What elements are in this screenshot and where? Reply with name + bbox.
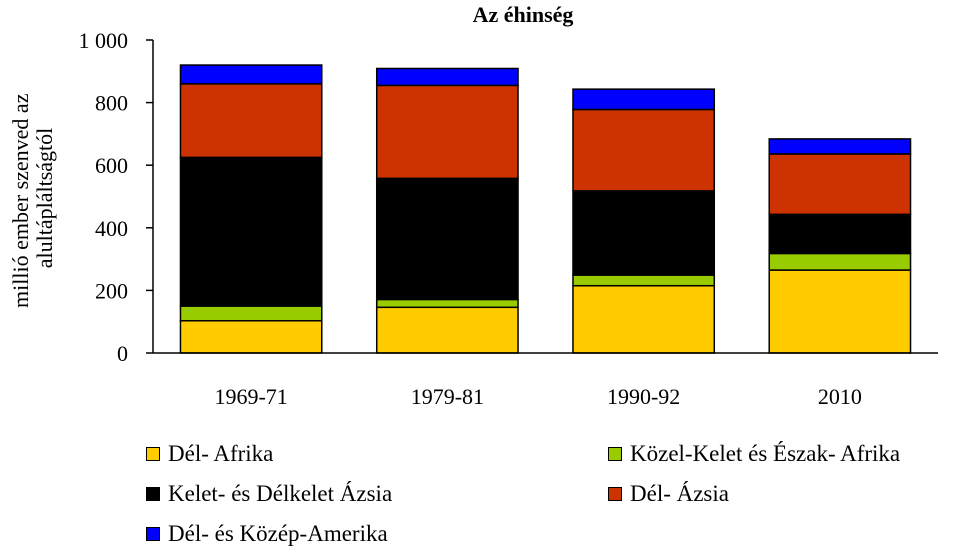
x-tick-label: 1990-92 [607, 384, 680, 409]
plot-area: 0 200 400 600 800 1 000 1969-71 1979-81 1990-92 2… [79, 28, 938, 409]
chart-title: Az éhinség [473, 2, 574, 27]
bar-segment-3-0 [768, 269, 912, 354]
y-tick-label: 800 [95, 91, 128, 116]
y-tick-label: 200 [95, 278, 128, 303]
x-tick-label: 2010 [818, 384, 862, 409]
y-axis-label-line-2: alultápláltságtól [32, 128, 57, 269]
y-tick-label: 600 [95, 153, 128, 178]
bar-segment-3-1 [768, 252, 912, 271]
bar-segment-0-2 [179, 156, 323, 307]
y-tick-label: 400 [95, 216, 128, 241]
bar-segment-2-1 [572, 274, 716, 287]
bar-segment-1-4 [375, 67, 519, 87]
bar-segment-2-3 [572, 108, 716, 192]
bar-segment-0-4 [179, 64, 323, 85]
bar-segment-3-3 [768, 153, 912, 216]
bar-segment-1-2 [375, 177, 519, 301]
y-axis-label: millió ember szenved az alultápláltságtó… [8, 88, 57, 308]
bar-segment-2-2 [572, 190, 716, 276]
bar-segment-1-1 [375, 298, 519, 309]
x-tick-label: 1979-81 [411, 384, 484, 409]
x-tick-label: 1969-71 [214, 384, 287, 409]
bar-segment-2-0 [572, 284, 716, 354]
y-axis-label-line-1: millió ember szenved az [8, 93, 33, 308]
bar-segment-0-0 [179, 320, 323, 354]
bar-segment-0-3 [179, 83, 323, 159]
bar-segment-2-4 [572, 88, 716, 111]
y-tick-label: 0 [117, 341, 128, 366]
bar-segment-1-3 [375, 84, 519, 180]
bar-segment-3-2 [768, 213, 912, 255]
bar-segment-3-4 [768, 138, 912, 155]
y-tick-label: 1 000 [79, 28, 129, 53]
bar-segment-0-1 [179, 305, 323, 322]
bar-segment-1-0 [375, 306, 519, 354]
